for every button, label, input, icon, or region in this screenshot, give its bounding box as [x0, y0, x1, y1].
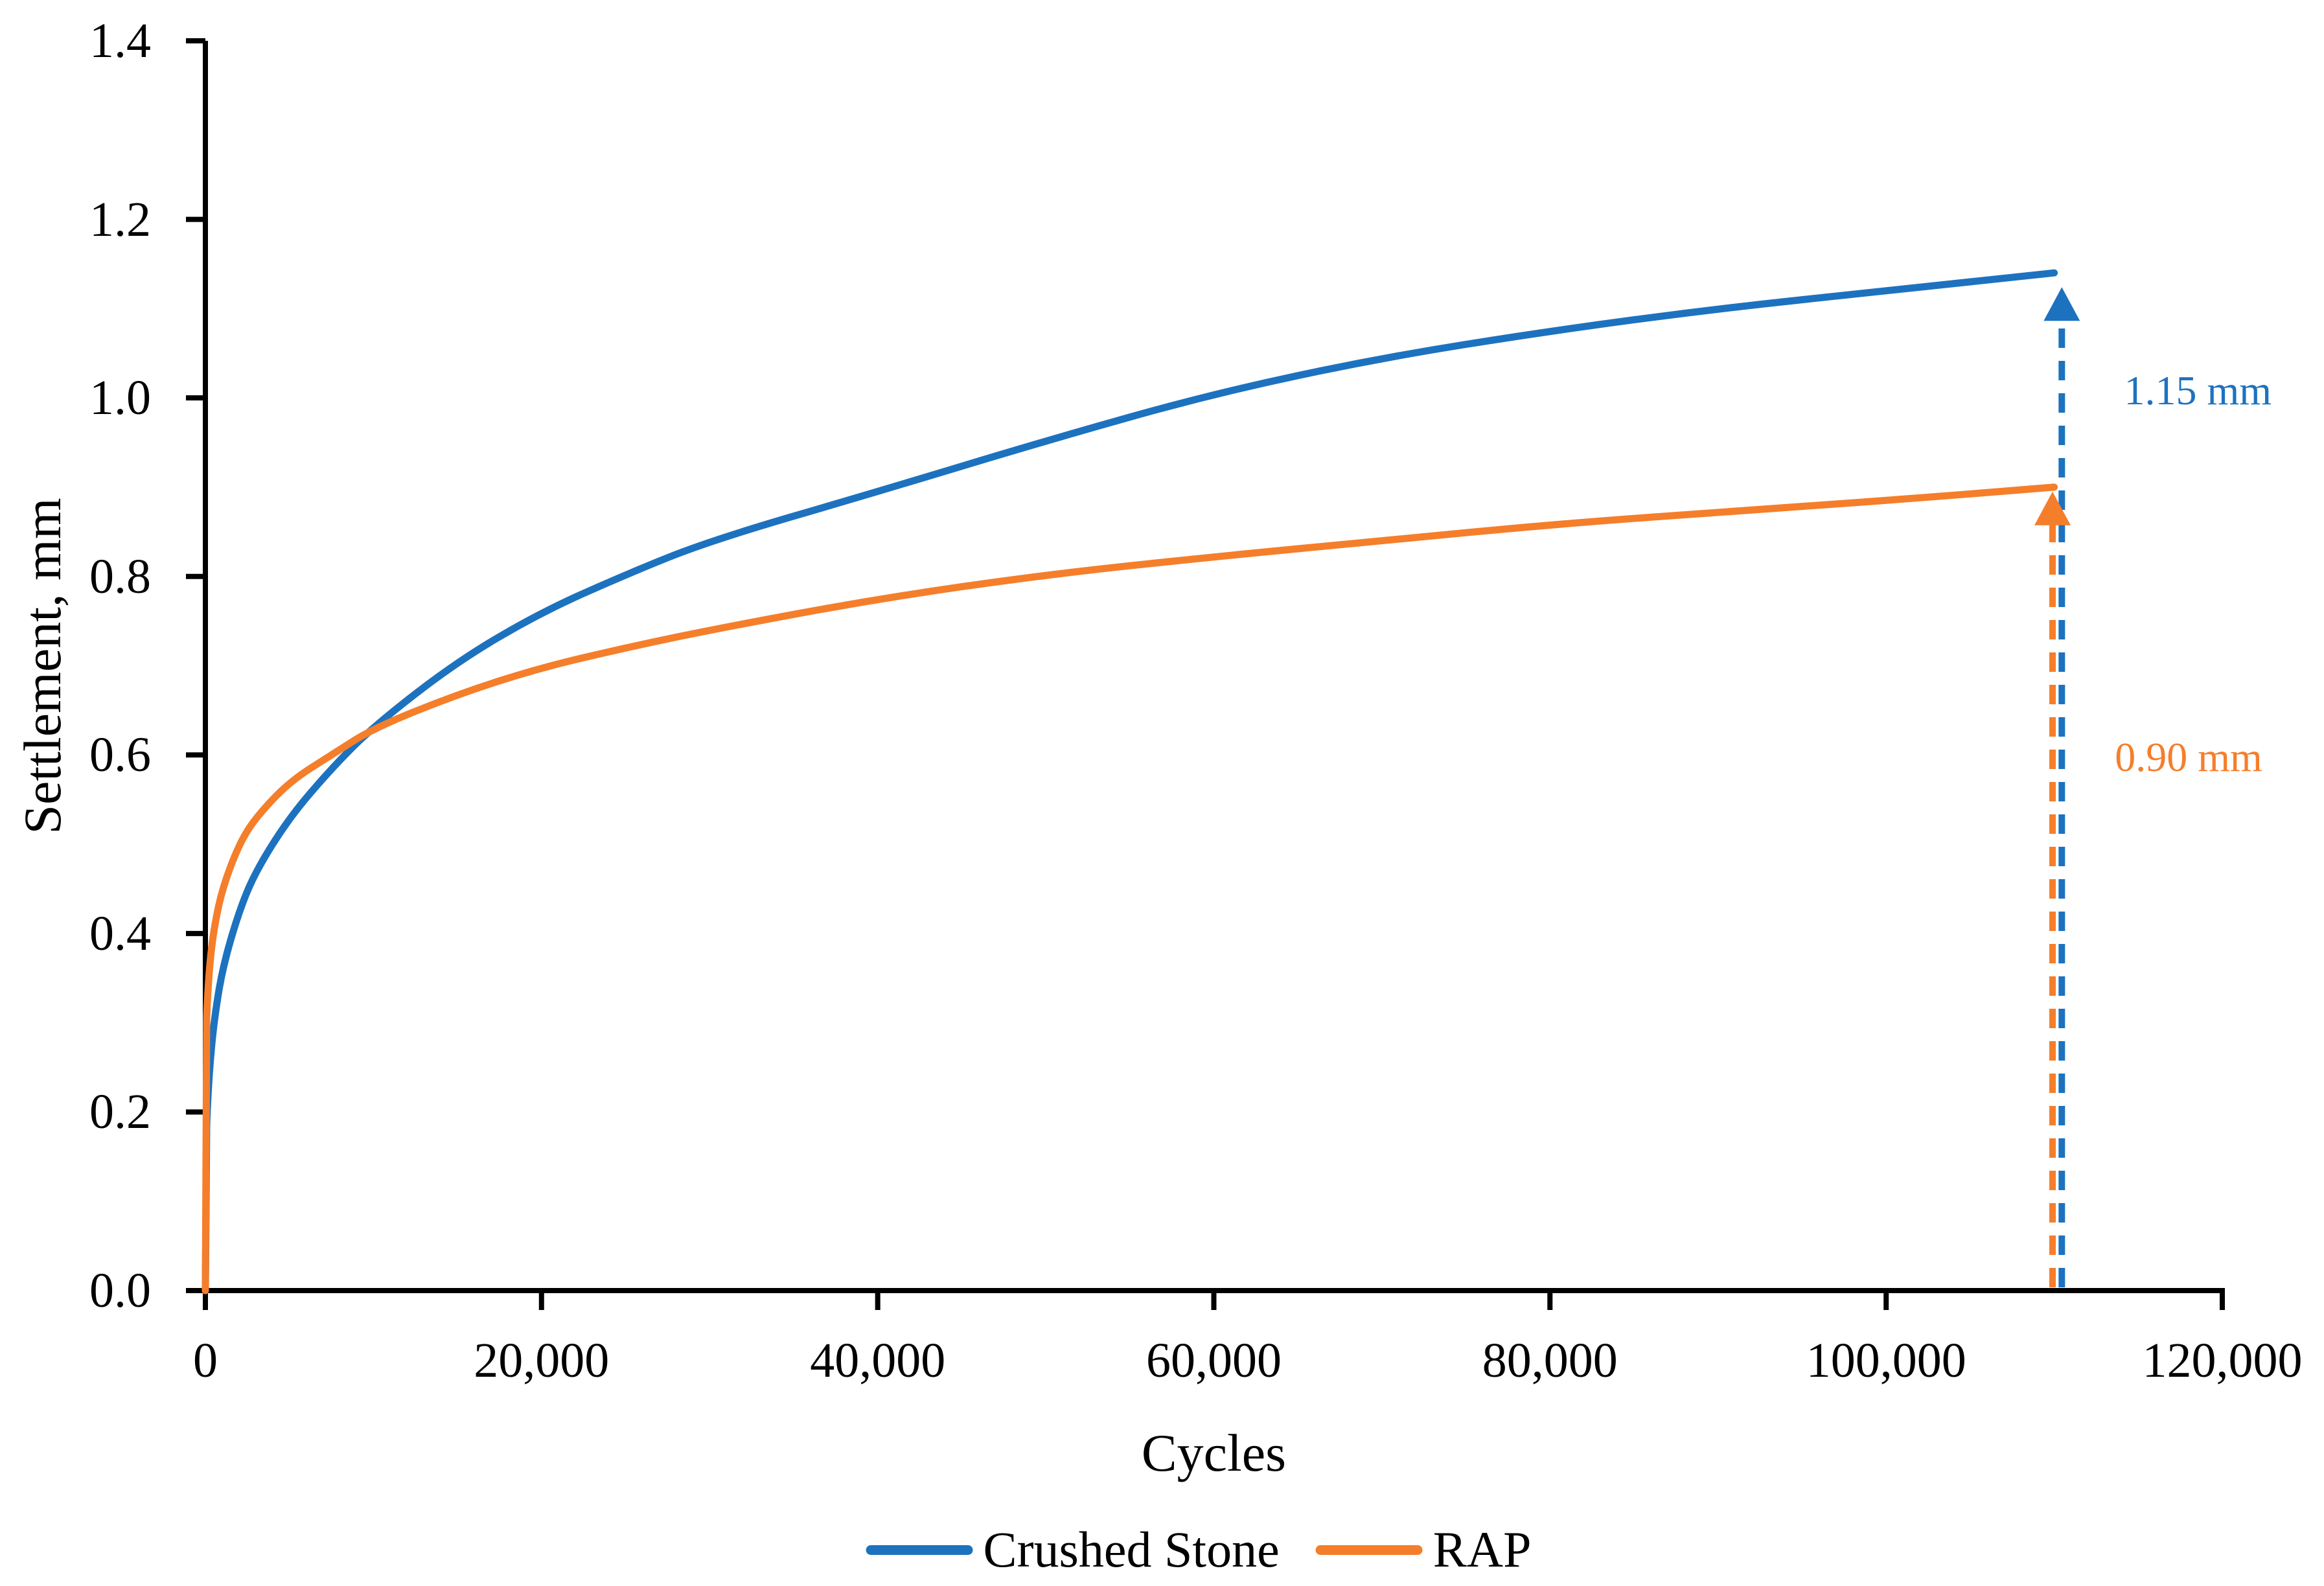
x-axis-title: Cycles: [1141, 1423, 1287, 1482]
annotation-arrowhead-1: [2034, 491, 2071, 525]
legend: Crushed Stone RAP: [866, 1521, 1532, 1578]
x-tick-label-80000: 80,000: [1482, 1333, 1618, 1388]
y-tick-label-0.6: 0.6: [89, 728, 151, 783]
y-axis-title: Settlement, mm: [13, 497, 72, 834]
legend-label-rap: RAP: [1432, 1521, 1532, 1578]
x-tick-label-120000: 120,000: [2142, 1333, 2303, 1388]
y-tick-label-1.0: 1.0: [89, 371, 151, 426]
series-line-crushed-stone: [201, 269, 2058, 1294]
y-tick-label-0.2: 0.2: [89, 1085, 151, 1140]
legend-swatch-rap: [1315, 1545, 1423, 1555]
legend-item-crushed-stone: Crushed Stone: [866, 1524, 1280, 1575]
y-tick-label-1.4: 1.4: [89, 14, 151, 68]
annotation-arrows: [2034, 287, 2080, 1287]
legend-swatch-crushed-stone: [866, 1545, 973, 1555]
y-tick-label-0.8: 0.8: [89, 549, 151, 604]
series-line-rap: [201, 483, 2058, 1294]
series-lines: [201, 269, 2058, 1294]
axes: [186, 38, 2225, 1310]
annotation-label-crushed-stone: 1.15 mm: [2124, 367, 2272, 414]
y-tick-label-0.0: 0.0: [89, 1263, 151, 1318]
x-tick-label-60000: 60,000: [1146, 1333, 1282, 1388]
legend-item-rap: RAP: [1315, 1521, 1532, 1578]
x-tick-label-20000: 20,000: [474, 1333, 610, 1388]
annotation-label-rap: 0.90 mm: [2115, 734, 2262, 781]
y-tick-label-0.4: 0.4: [89, 906, 151, 961]
legend-label-crushed-stone: Crushed Stone: [983, 1521, 1280, 1578]
y-tick-label-1.2: 1.2: [89, 192, 151, 247]
x-tick-label-0: 0: [193, 1333, 218, 1388]
annotation-arrowhead-0: [2043, 287, 2080, 321]
x-tick-label-40000: 40,000: [810, 1333, 946, 1388]
x-tick-label-100000: 100,000: [1806, 1333, 1966, 1388]
